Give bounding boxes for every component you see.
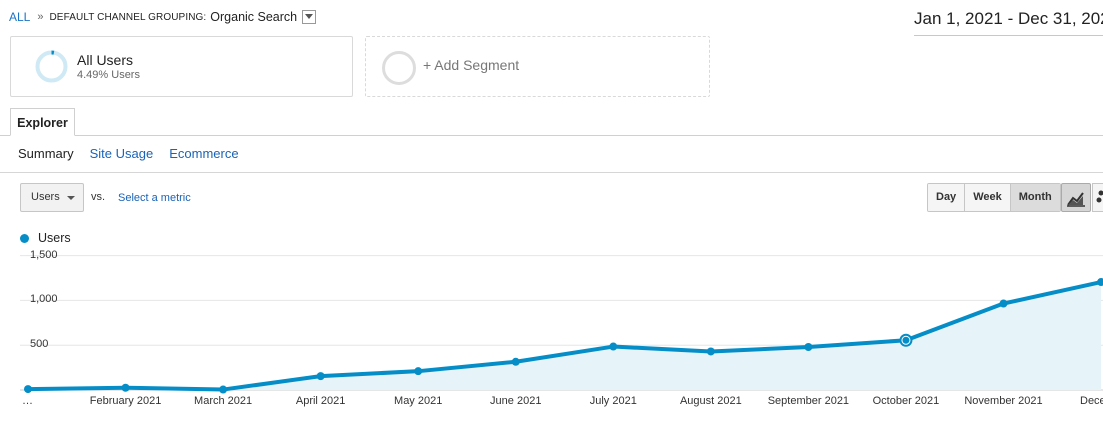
subtab-bar: Summary Site Usage Ecommerce (18, 146, 239, 161)
period-month-button[interactable]: Month (1010, 184, 1060, 211)
subtab-summary[interactable]: Summary (18, 146, 74, 161)
data-point[interactable] (804, 342, 813, 351)
period-day-button[interactable]: Day (928, 184, 966, 211)
data-point[interactable] (999, 299, 1008, 308)
line-chart-view-button[interactable] (1061, 183, 1091, 212)
breadcrumb-value: Organic Search (210, 10, 298, 24)
motion-chart-icon (1096, 190, 1103, 203)
x-tick-label: Dece (1080, 395, 1103, 407)
add-segment-label: + Add Segment (423, 57, 520, 73)
x-tick-label: August 2021 (679, 395, 742, 407)
data-point[interactable] (121, 383, 130, 392)
x-tick-label: February 2021 (89, 395, 162, 407)
donut-icon (35, 50, 68, 83)
x-tick-label: September 2021 (767, 395, 850, 407)
data-point[interactable] (24, 385, 32, 394)
breadcrumb-separator: » (37, 11, 44, 23)
tab-explorer[interactable]: Explorer (10, 108, 75, 136)
add-segment-button[interactable]: + Add Segment (365, 36, 710, 97)
x-tick-label: … (22, 395, 33, 407)
segment-all-users[interactable]: All Users 4.49% Users (10, 36, 353, 97)
y-tick-label: 500 (30, 338, 49, 351)
subtab-ecommerce[interactable]: Ecommerce (169, 146, 239, 161)
data-point[interactable] (316, 372, 325, 381)
data-point[interactable] (1097, 278, 1103, 287)
section-divider (0, 172, 1103, 173)
data-point-highlight-center (902, 336, 910, 344)
y-tick-label: 1,000 (30, 293, 58, 306)
metric-select[interactable]: Users (20, 183, 84, 212)
caret-down-icon (67, 196, 75, 200)
data-point[interactable] (706, 347, 715, 356)
data-point[interactable] (219, 385, 228, 394)
select-metric-link[interactable]: Select a metric (118, 192, 191, 204)
empty-segment-icon (382, 51, 416, 85)
x-tick-label: July 2021 (589, 395, 637, 407)
breadcrumb: ALL » DEFAULT CHANNEL GROUPING: Organic … (9, 10, 317, 24)
breadcrumb-all-link[interactable]: ALL (9, 10, 31, 24)
segment-name: All Users (77, 52, 134, 68)
x-tick-label: November 2021 (964, 395, 1043, 407)
motion-chart-view-button[interactable] (1092, 183, 1103, 212)
series-line-users (27, 280, 1102, 392)
chevron-down-icon[interactable] (302, 10, 317, 24)
x-tick-label: June 2021 (490, 395, 542, 407)
legend-series-name: Users (38, 231, 71, 245)
series-area (28, 282, 1102, 390)
x-tick-label: April 2021 (295, 395, 346, 407)
data-point[interactable] (414, 367, 423, 376)
metric-select-value: Users (31, 191, 60, 203)
y-tick-label: 1,500 (30, 248, 58, 261)
period-week-button[interactable]: Week (965, 184, 1011, 211)
data-point[interactable] (511, 357, 520, 366)
tab-divider (0, 135, 1103, 136)
x-tick-label: October 2021 (872, 395, 940, 407)
line-chart-icon (1067, 192, 1085, 207)
subtab-site-usage[interactable]: Site Usage (89, 146, 154, 161)
segment-share: 4.49% Users (77, 69, 140, 81)
users-chart (20, 255, 1103, 394)
data-point[interactable] (609, 342, 618, 351)
chart-legend: Users (20, 231, 71, 245)
breadcrumb-dimension: DEFAULT CHANNEL GROUPING: (49, 11, 207, 23)
period-toggle: Day Week Month (927, 183, 1061, 212)
x-tick-label: March 2021 (194, 395, 253, 407)
x-tick-label: May 2021 (394, 395, 443, 407)
date-range-picker[interactable]: Jan 1, 2021 - Dec 31, 2021 (914, 9, 1103, 36)
legend-dot (20, 233, 29, 243)
vs-label: vs. (91, 191, 106, 203)
